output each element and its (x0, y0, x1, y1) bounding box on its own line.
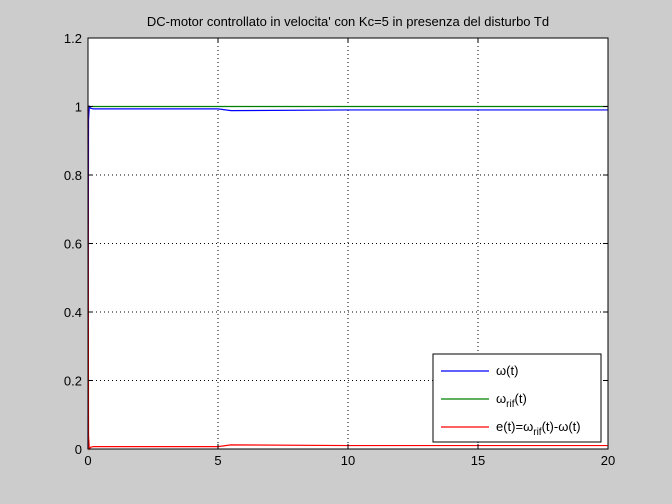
y-tick-label: 0 (75, 442, 82, 457)
y-tick-label: 0.8 (64, 168, 82, 183)
x-tick-label: 10 (341, 453, 355, 468)
y-tick-label: 1 (75, 100, 82, 115)
chart-title: DC-motor controllato in velocita' con Kc… (147, 14, 549, 29)
legend-label-2: ωrif(t) (496, 391, 527, 410)
x-tick-label: 0 (84, 453, 91, 468)
x-tick-label: 5 (214, 453, 221, 468)
y-tick-label: 0.2 (64, 374, 82, 389)
series-lines (87, 104, 608, 451)
series-line-1 (87, 104, 608, 450)
y-tick-label: 1.2 (64, 31, 82, 46)
series-line-3 (87, 106, 608, 451)
legend-label-3: e(t)=ωrif(t)-ω(t) (496, 419, 581, 438)
y-tick-label: 0.4 (64, 305, 82, 320)
x-tick-label: 20 (601, 453, 615, 468)
y-tick-label: 0.6 (64, 237, 82, 252)
axis-ticks: 0 5 10 15 20 0 0.2 0.4 0.6 0.8 1 1.2 (64, 31, 615, 468)
x-tick-label: 15 (471, 453, 485, 468)
legend-label-1: ω(t) (496, 363, 518, 378)
legend: ω(t) ωrif(t) e(t)=ωrif(t)-ω(t) (432, 353, 602, 443)
